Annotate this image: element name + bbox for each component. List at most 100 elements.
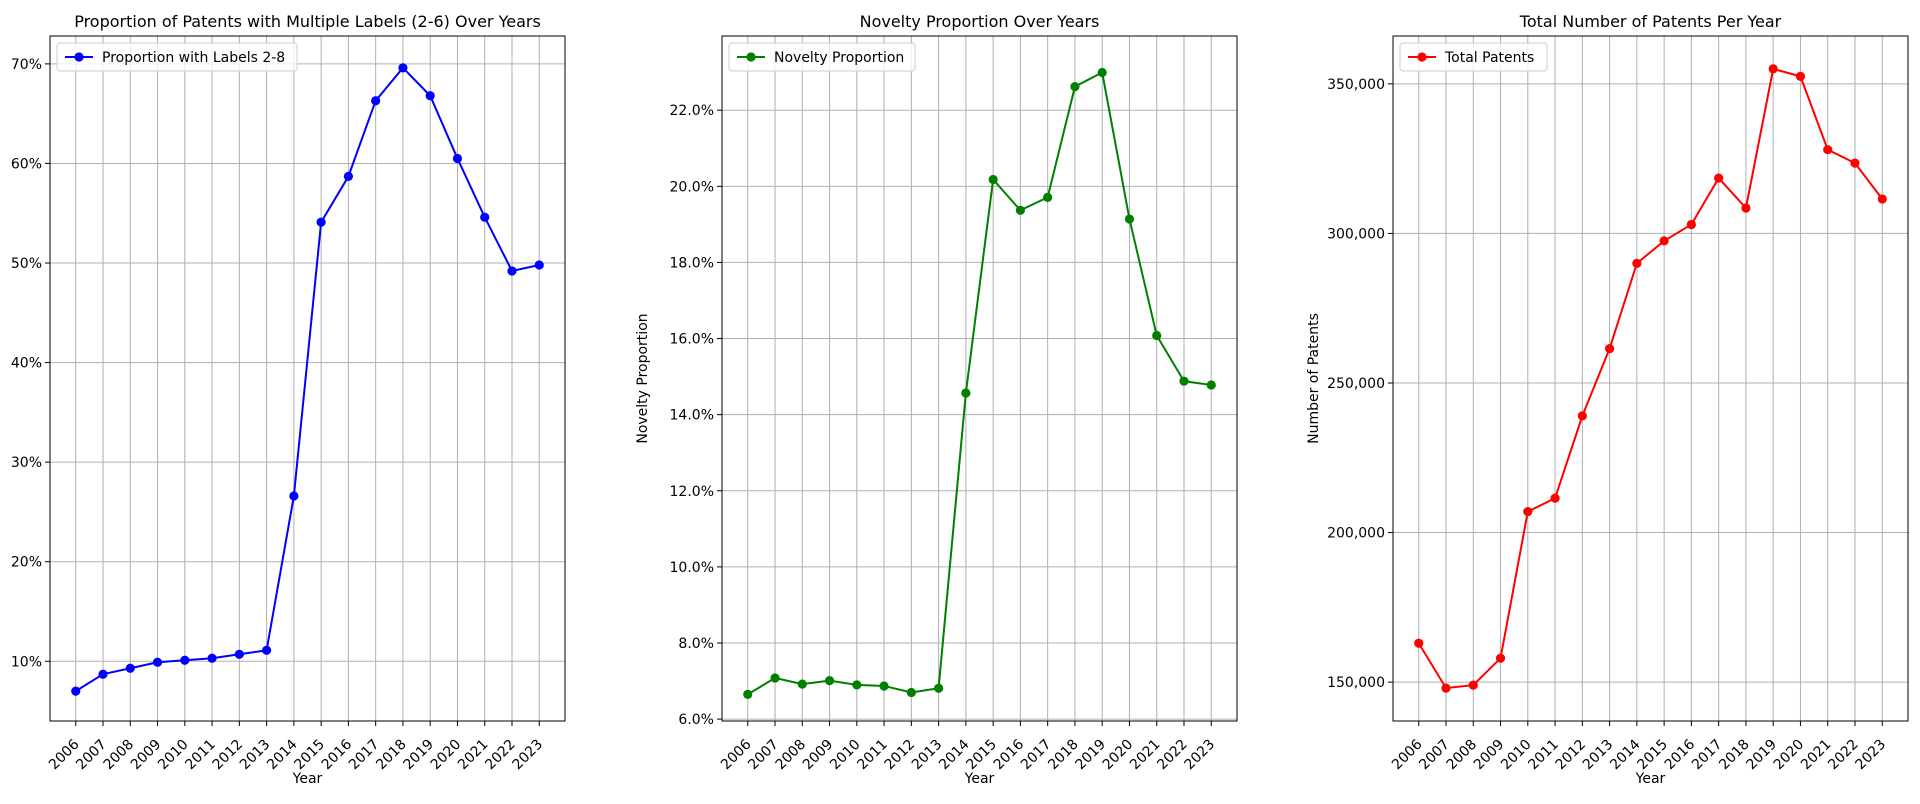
y-tick-label: 12.0% [670,484,714,500]
axes-frame [721,35,1238,722]
x-tick-label: 2008 [773,737,810,774]
data-point [534,260,544,270]
chart-title: Novelty Proportion Over Years [860,12,1100,31]
data-point [125,663,135,673]
y-tick-label: 10% [11,654,42,670]
x-tick-label: 2019 [1744,737,1781,774]
legend-box [1399,42,1548,72]
x-tick-label: 2015 [963,737,1000,774]
data-point [906,687,916,698]
x-tick-label: 2009 [1471,737,1508,774]
data-point [1686,219,1696,230]
chart-panel-2: 6.0% 8.0% 10.0% 12.0% 14.0% 16.0% 18.0% 20.0% 22… [635,12,1238,787]
data-point [988,174,998,185]
x-tick-label: 2012 [1553,737,1590,774]
data-point [879,681,889,691]
data-point [480,212,490,222]
x-tick-label: 2012 [882,737,919,774]
x-tick-label: 2011 [182,737,219,774]
series-line [1417,67,1884,690]
x-tick-label: 2008 [1444,737,1481,774]
data-point [289,491,299,501]
x-tick-label: 2007 [1416,737,1453,774]
x-tick-label: 2010 [827,737,864,774]
x-tick-label: 2022 [1154,737,1191,774]
chart-title: Total Number of Patents Per Year [1519,12,1782,31]
x-tick-label: 2017 [1689,737,1726,774]
x-tick-label: 2020 [428,737,465,774]
y-tick-label: 40% [11,356,42,372]
legend-label: Novelty Proportion [774,50,904,66]
data-point [1659,236,1669,246]
x-tick-label: 2015 [1634,737,1671,774]
data-point [1414,638,1424,648]
axes-frame [1392,35,1909,722]
legend-label: Proportion with Labels 2-8 [102,50,285,66]
y-axis-label: Novelty Proportion [635,313,651,443]
y-tick-label: 250,000 [1327,376,1385,392]
data-point [1823,145,1833,155]
x-tick-label: 2007 [73,737,110,774]
data-point [425,91,435,101]
x-tick-label: 2016 [319,736,356,773]
data-point [507,266,517,276]
data-point [824,676,835,686]
x-axis-label: Year [964,771,995,787]
y-tick-label: 22.0% [670,103,714,119]
x-tick-label: 2010 [155,737,192,774]
data-point [743,689,753,699]
legend-label: Total Patents [1444,50,1534,66]
x-tick-label: 2018 [1045,737,1082,774]
data-point [343,171,353,181]
x-tick-label: 2010 [1498,737,1535,774]
data-point [1523,507,1533,517]
x-tick-label: 2018 [1716,737,1753,774]
x-tick-label: 2019 [1073,737,1110,774]
data-point [1468,680,1478,690]
x-tick-label: 2015 [291,737,328,774]
y-tick-label: 14.0% [670,408,714,424]
data-point [1441,683,1451,693]
data-point [1877,194,1887,204]
x-tick-label: 2012 [210,737,247,774]
x-tick-label: 2008 [101,737,138,774]
legend-marker [746,52,756,62]
data-point [1714,173,1724,183]
data-point [961,388,971,398]
y-tick-label: 30% [11,455,42,471]
y-tick-label: 60% [11,156,42,172]
data-point [1605,343,1615,354]
data-point [1152,330,1162,341]
data-point [371,96,381,106]
x-tick-label: 2023 [1182,737,1219,774]
x-tick-label: 2013 [1580,737,1617,774]
data-point [180,655,190,665]
x-tick-label: 2018 [373,737,410,774]
data-point [316,217,326,227]
x-tick-label: 2021 [455,737,492,774]
x-tick-label: 2011 [1525,737,1562,774]
y-tick-label: 350,000 [1327,77,1385,93]
x-tick-label: 2006 [46,736,83,773]
data-point [1795,71,1806,81]
x-tick-label: 2020 [1100,737,1137,774]
chart-panel-3: 150,000200,000250,000300,000350,00020062… [1306,12,1909,787]
y-tick-label: 300,000 [1327,226,1385,242]
data-point [852,680,862,690]
data-point [1741,203,1751,213]
x-tick-label: 2011 [854,737,891,774]
data-point [1070,82,1080,92]
data-point [452,153,463,164]
y-tick-label: 16.0% [670,332,714,348]
chart-title: Proportion of Patents with Multiple Labe… [74,12,541,31]
x-tick-label: 2014 [936,736,973,773]
y-tick-label: 10.0% [670,560,714,576]
legend-box [728,42,916,72]
data-point [262,645,272,655]
y-tick-label: 70% [11,57,42,73]
y-tick-label: 6.0% [678,712,714,728]
data-point [398,63,408,73]
legend-marker [74,52,84,62]
data-point [934,683,944,693]
